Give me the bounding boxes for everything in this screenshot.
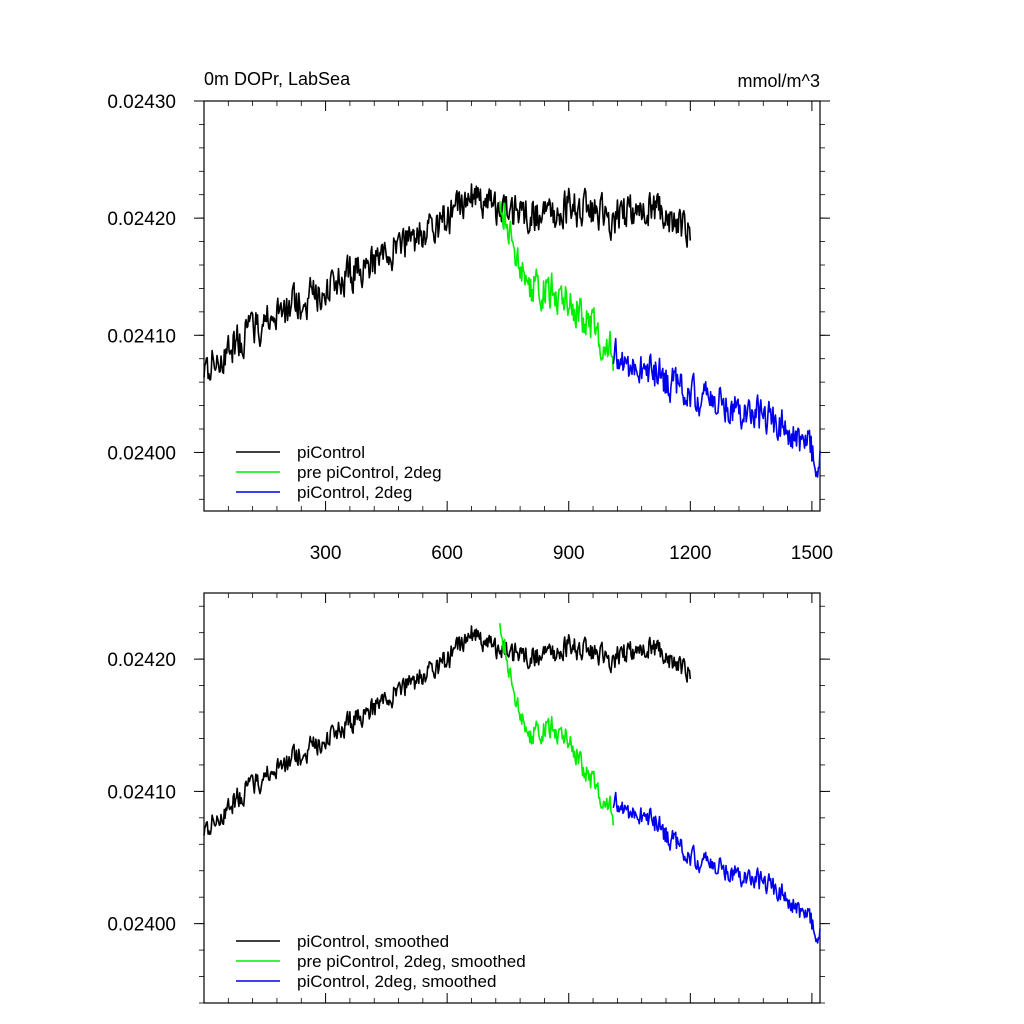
legend-label: pre piControl, 2deg, smoothed — [297, 952, 526, 971]
top-panel: 0m DOPr, LabSea mmol/m^3 300 600 900 1200 15… — [107, 69, 833, 564]
plot-frame — [203, 592, 821, 1004]
y-tick-label: 0.02420 — [107, 650, 176, 671]
series-line-2 — [499, 623, 615, 826]
y-tick-label: 0.02410 — [107, 326, 176, 347]
series-line-1 — [203, 625, 692, 836]
y-tick-label: 0.02400 — [107, 443, 176, 464]
units-label: mmol/m^3 — [738, 71, 820, 91]
series-line-3 — [612, 337, 821, 478]
legend-label: piControl, smoothed — [297, 932, 449, 951]
legend-label: piControl, 2deg, smoothed — [297, 972, 496, 991]
x-tick-label: 1200 — [669, 543, 711, 564]
legend-label: pre piControl, 2deg — [297, 463, 442, 482]
series-line-3 — [612, 791, 821, 944]
series-line-2 — [499, 200, 615, 371]
y-tick-label: 0.02410 — [107, 782, 176, 803]
x-tick-label: 900 — [553, 543, 585, 564]
y-tick-label: 0.02420 — [107, 209, 176, 230]
x-tick-label: 1500 — [791, 543, 833, 564]
plot-frame — [203, 100, 821, 512]
series-line-1 — [203, 183, 692, 381]
legend-label: piControl, 2deg — [297, 483, 412, 502]
y-tick-label: 0.02430 — [107, 92, 176, 113]
x-tick-label: 600 — [431, 543, 463, 564]
bottom-panel: 0.02400 0.02410 0.02420 piControl, smoothe… — [107, 592, 830, 1004]
y-tick-label: 0.02400 — [107, 915, 176, 936]
x-tick-label: 300 — [310, 543, 342, 564]
chart-title: 0m DOPr, LabSea — [204, 69, 351, 89]
legend-label: piControl — [297, 443, 365, 462]
